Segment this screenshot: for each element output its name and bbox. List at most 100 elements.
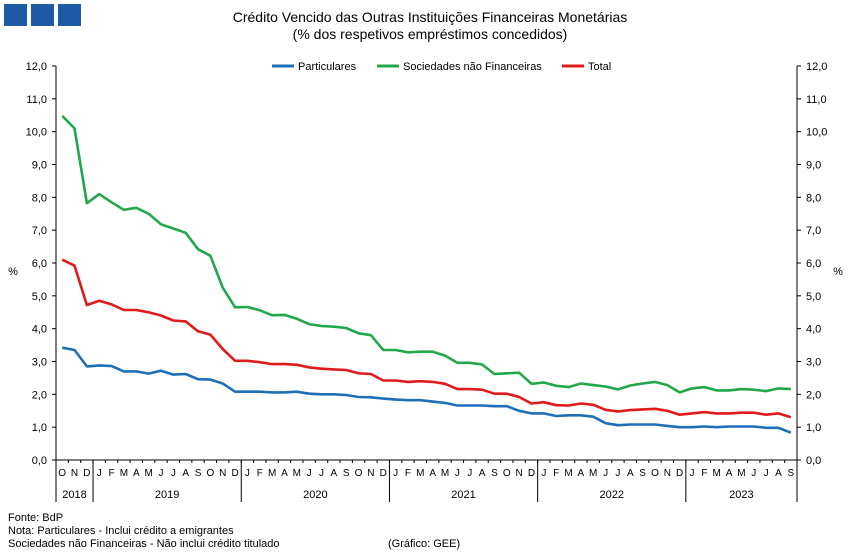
x-year-label: 2021 <box>451 489 475 501</box>
y-tick-label-right: 2,0 <box>806 389 821 401</box>
x-month-label: D <box>380 468 387 479</box>
chart-title-block: Crédito Vencido das Outras Instituições … <box>150 9 710 43</box>
x-month-label: J <box>245 468 250 479</box>
x-month-label: A <box>182 468 189 479</box>
y-tick-label-right: 5,0 <box>806 291 821 303</box>
x-month-label: A <box>775 468 782 479</box>
x-month-label: J <box>541 468 546 479</box>
y-tick-label-right: 4,0 <box>806 324 821 336</box>
y-tick-label-left: 5,0 <box>32 291 47 303</box>
legend-label: Total <box>588 61 611 73</box>
x-month-label: A <box>331 468 338 479</box>
y-tick-label-left: 0,0 <box>32 455 47 467</box>
x-month-label: J <box>455 468 460 479</box>
y-tick-label-left: 7,0 <box>32 225 47 237</box>
x-month-label: D <box>528 468 535 479</box>
x-month-label: O <box>58 468 66 479</box>
x-month-label: N <box>367 468 374 479</box>
x-month-label: O <box>355 468 363 479</box>
x-month-label: N <box>219 468 226 479</box>
x-month-label: M <box>713 468 721 479</box>
series-line <box>61 258 792 419</box>
y-tick-label-left: 9,0 <box>32 160 47 172</box>
x-month-label: J <box>690 468 695 479</box>
x-month-label: M <box>144 468 152 479</box>
y-tick-label-right: 10,0 <box>806 127 827 139</box>
y-tick-label-right: 11,0 <box>806 94 827 106</box>
x-month-label: M <box>268 468 276 479</box>
y-tick-label-right: 3,0 <box>806 357 821 369</box>
x-year-label: 2020 <box>303 489 327 501</box>
x-month-label: A <box>281 468 288 479</box>
x-month-label: F <box>405 468 411 479</box>
legend-label: Particulares <box>298 61 357 73</box>
x-month-label: F <box>701 468 707 479</box>
x-month-label: J <box>751 468 756 479</box>
x-month-label: O <box>503 468 511 479</box>
x-month-label: J <box>764 468 769 479</box>
x-month-label: M <box>441 468 449 479</box>
x-year-label: 2019 <box>155 489 179 501</box>
logo-block <box>31 4 54 26</box>
source-note: Fonte: BdP <box>8 512 64 524</box>
x-month-label: M <box>589 468 597 479</box>
y-tick-label-left: 2,0 <box>32 389 47 401</box>
series-line <box>61 114 791 394</box>
x-month-label: A <box>479 468 486 479</box>
x-month-label: J <box>307 468 312 479</box>
note-snf: Sociedades não Financeiras - Não inclui … <box>8 538 280 550</box>
x-month-label: S <box>343 468 350 479</box>
x-month-label: D <box>231 468 238 479</box>
logo-block <box>58 4 81 26</box>
y-axis-label-right: % <box>833 266 843 278</box>
x-month-label: S <box>639 468 646 479</box>
y-tick-label-right: 0,0 <box>806 455 821 467</box>
x-month-label: N <box>516 468 523 479</box>
x-month-label: J <box>603 468 608 479</box>
x-month-label: S <box>787 468 794 479</box>
x-month-label: A <box>429 468 436 479</box>
y-tick-label-left: 4,0 <box>32 324 47 336</box>
x-month-label: M <box>564 468 572 479</box>
x-month-label: J <box>171 468 176 479</box>
legend-label: Sociedades não Financeiras <box>403 61 542 73</box>
logo-block <box>4 4 27 26</box>
x-month-label: D <box>676 468 683 479</box>
x-month-label: J <box>158 468 163 479</box>
y-tick-label-right: 6,0 <box>806 258 821 270</box>
x-month-label: F <box>109 468 115 479</box>
x-month-label: A <box>578 468 585 479</box>
y-tick-label-right: 7,0 <box>806 225 821 237</box>
x-month-label: O <box>651 468 659 479</box>
x-month-label: A <box>726 468 733 479</box>
logo <box>4 4 81 26</box>
y-tick-label-left: 6,0 <box>32 258 47 270</box>
x-month-label: J <box>615 468 620 479</box>
x-month-label: O <box>206 468 214 479</box>
footer-notes: Fonte: BdP Nota: Particulares - Inclui c… <box>8 512 280 551</box>
y-tick-label-right: 1,0 <box>806 422 821 434</box>
series-line <box>61 346 792 434</box>
x-month-label: S <box>195 468 202 479</box>
x-year-label: 2018 <box>62 489 86 501</box>
y-tick-label-left: 3,0 <box>32 357 47 369</box>
x-month-label: A <box>133 468 140 479</box>
chart-credit: (Gráfico: GEE) <box>388 538 461 550</box>
x-month-label: J <box>97 468 102 479</box>
y-tick-label-right: 8,0 <box>806 192 821 204</box>
x-month-label: M <box>120 468 128 479</box>
y-tick-label-right: 12,0 <box>806 61 827 73</box>
x-year-label: 2022 <box>600 489 624 501</box>
x-month-label: M <box>293 468 301 479</box>
x-month-label: J <box>467 468 472 479</box>
y-tick-label-left: 1,0 <box>32 422 47 434</box>
x-month-label: D <box>83 468 90 479</box>
x-month-label: J <box>319 468 324 479</box>
y-tick-label-left: 10,0 <box>26 127 47 139</box>
x-month-label: N <box>71 468 78 479</box>
x-month-label: J <box>393 468 398 479</box>
x-month-label: N <box>664 468 671 479</box>
y-tick-label-left: 8,0 <box>32 192 47 204</box>
chart-subtitle: (% dos respetivos empréstimos concedidos… <box>292 26 568 42</box>
